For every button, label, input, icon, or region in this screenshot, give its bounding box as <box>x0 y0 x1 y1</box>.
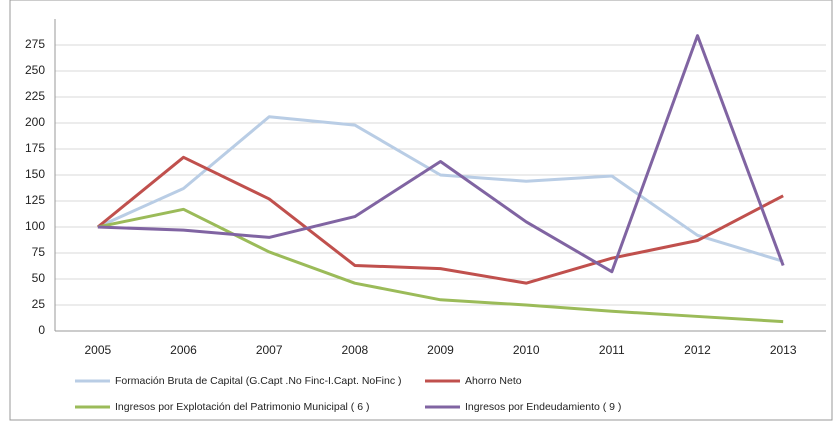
y-tick-label: 100 <box>25 219 45 233</box>
x-tick-label: 2007 <box>256 343 283 357</box>
y-tick-label: 150 <box>25 167 45 181</box>
x-tick-label: 2005 <box>84 343 111 357</box>
legend-label: Ingresos por Endeudamiento ( 9 ) <box>465 401 621 413</box>
series-line <box>96 155 784 285</box>
x-tick-label: 2011 <box>599 343 625 357</box>
legend-label: Formación Bruta de Capital (G.Capt .No F… <box>115 375 402 387</box>
y-tick-label: 125 <box>25 193 45 207</box>
series-line <box>97 115 784 263</box>
y-tick-label: 75 <box>32 245 46 259</box>
y-tick-label: 275 <box>25 37 45 51</box>
x-tick-label: 2010 <box>513 343 540 357</box>
legend-label: Ingresos por Explotación del Patrimonio … <box>115 401 369 413</box>
y-tick-label: 200 <box>25 115 45 129</box>
x-tick-label: 2012 <box>684 343 711 357</box>
y-tick-label: 0 <box>38 323 45 337</box>
series-line <box>97 34 785 274</box>
y-tick-label: 50 <box>32 271 46 285</box>
x-tick-label: 2013 <box>770 343 797 357</box>
y-tick-label: 25 <box>32 297 46 311</box>
frame <box>9 0 833 421</box>
y-tick-label: 175 <box>25 141 45 155</box>
legend-label: Ahorro Neto <box>465 375 522 387</box>
y-tick-label: 225 <box>25 89 45 103</box>
series-line <box>97 207 784 324</box>
x-tick-label: 2006 <box>170 343 197 357</box>
y-tick-label: 250 <box>25 63 45 77</box>
x-tick-label: 2008 <box>341 343 368 357</box>
x-tick-label: 2009 <box>427 343 454 357</box>
